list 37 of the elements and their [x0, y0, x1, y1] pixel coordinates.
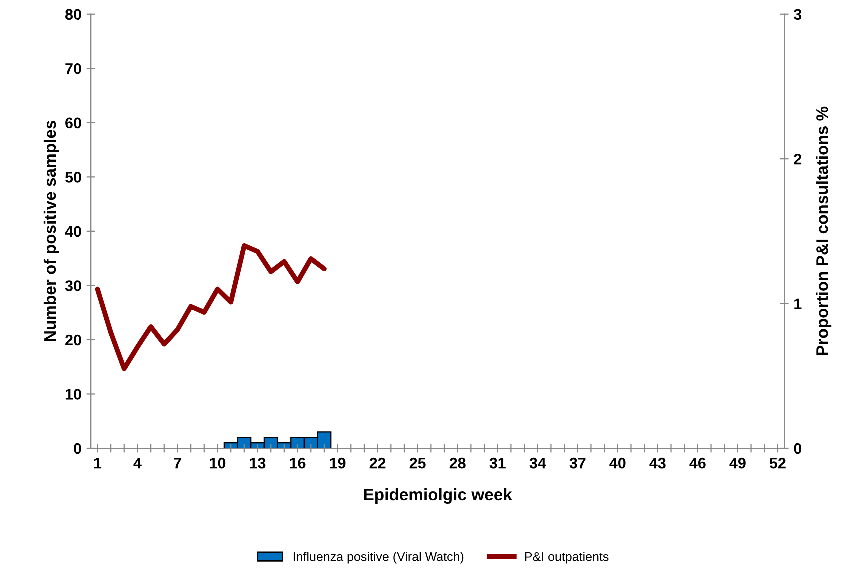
y2-axis-title: Proportion P&I consultations %	[816, 106, 832, 356]
x-tick-label: 1	[94, 458, 102, 469]
y-tick-label: 80	[66, 9, 82, 20]
y-tick-label: 30	[65, 280, 82, 292]
x-tick-label: 25	[410, 458, 426, 469]
legend-label: Influenza positive (Viral Watch)	[294, 552, 464, 564]
x-tick-label: 10	[210, 458, 226, 469]
y-tick-label: 0	[74, 443, 82, 454]
legend-label: P&I outpatients	[525, 552, 609, 564]
y-axis-title: Number of positive samples	[44, 120, 60, 342]
y-tick-label: 60	[66, 118, 82, 129]
line-series	[95, 243, 327, 372]
y-tick-label: 10	[66, 389, 82, 400]
x-tick-label: 49	[730, 458, 746, 469]
x-tick-label: 13	[250, 458, 266, 469]
x-tick-label: 46	[690, 458, 706, 469]
x-tick-label: 22	[370, 458, 386, 469]
x-axis-title: Epidemiolgic week	[364, 488, 512, 504]
y-tick-label: 40	[65, 226, 82, 238]
x-tick-label: 34	[530, 458, 546, 469]
x-tick-label: 52	[770, 458, 786, 469]
y-tick-label: 70	[66, 64, 82, 74]
x-tick-label: 4	[134, 458, 142, 469]
y2-tick-label: 1	[794, 298, 802, 310]
x-tick-label: 19	[330, 458, 346, 469]
x-tick-label: 43	[650, 458, 666, 469]
x-tick-label: 40	[610, 458, 626, 469]
x-tick-label: 31	[490, 458, 506, 469]
x-tick-label: 7	[174, 458, 182, 469]
y2-tick-label: 0	[794, 443, 802, 454]
x-tick-label: 16	[290, 458, 306, 469]
x-tick-label: 28	[450, 458, 466, 469]
y-tick-label: 50	[65, 172, 82, 183]
y2-tick-label: 2	[794, 154, 802, 165]
y2-tick-label: 3	[794, 9, 802, 20]
y-tick-label: 20	[66, 334, 82, 346]
x-tick-label: 37	[570, 458, 586, 469]
